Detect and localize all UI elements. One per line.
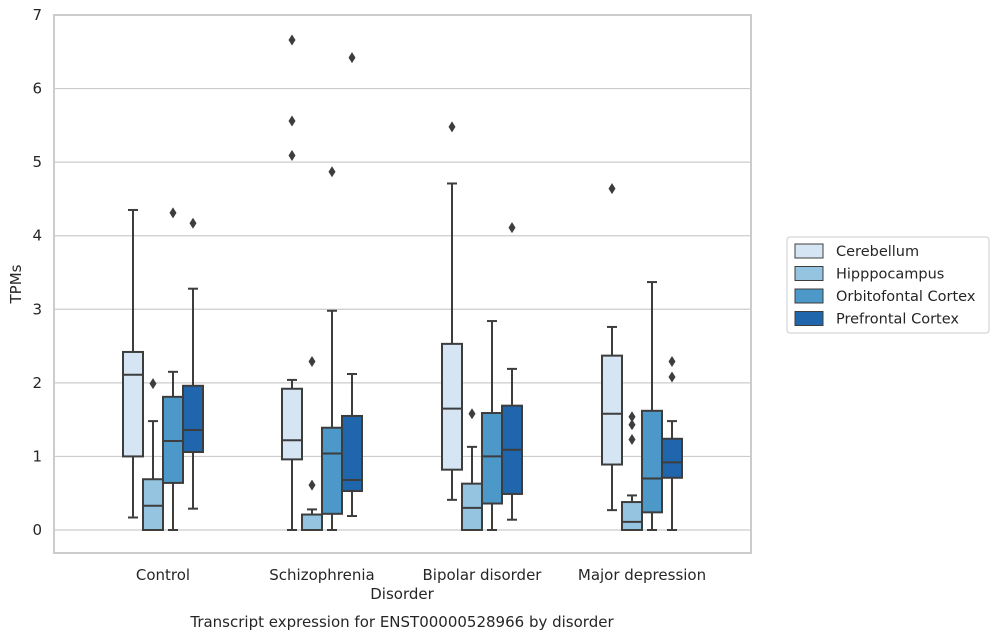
box <box>621 501 643 531</box>
outlier-point <box>149 378 157 390</box>
outlier-point <box>348 52 356 64</box>
outlier-point <box>328 166 336 178</box>
legend-label: Prefrontal Cortex <box>836 312 959 328</box>
y-tick-label: 1 <box>32 447 42 465</box>
series-prefrontal-cortex <box>182 52 683 531</box>
y-axis-ticks: 0 1 2 3 4 5 6 7 <box>32 6 42 539</box>
box-group <box>182 217 204 510</box>
outlier-point <box>288 34 296 46</box>
box <box>162 395 184 484</box>
y-tick-label: 2 <box>32 374 42 392</box>
x-axis-ticks: Control Schizophrenia Bipolar disorder Majo… <box>136 566 706 584</box>
x-axis-label: Disorder <box>370 585 434 603</box>
outlier-point <box>169 207 177 219</box>
y-axis-label: TPMs <box>7 264 25 304</box>
legend-swatch <box>794 311 824 326</box>
box <box>461 482 483 531</box>
outlier-point <box>668 371 676 383</box>
box <box>321 426 343 515</box>
box-group <box>601 183 623 512</box>
box <box>661 437 683 479</box>
outlier-point <box>288 115 296 127</box>
series-cerebellum <box>122 34 623 531</box>
legend-label: Hipppocampus <box>836 267 944 283</box>
box-group <box>162 207 184 531</box>
box-group <box>621 411 643 531</box>
box <box>481 412 503 505</box>
box <box>281 387 303 461</box>
legend-swatch <box>794 243 824 259</box>
box-group <box>142 378 164 532</box>
outlier-point <box>308 356 316 368</box>
y-tick-label: 7 <box>32 6 42 24</box>
outlier-point <box>628 411 636 423</box>
box <box>601 354 623 466</box>
legend-swatch <box>794 288 824 304</box>
chart-caption: Transcript expression for ENST0000052896… <box>189 613 614 631</box>
x-tick-label: Control <box>136 566 190 584</box>
box-group <box>461 408 483 531</box>
box-group <box>441 121 463 501</box>
y-tick-label: 5 <box>32 153 42 171</box>
outlier-point <box>508 222 516 234</box>
box-series <box>122 34 683 532</box>
outlier-point <box>628 419 636 431</box>
box <box>641 409 663 514</box>
box <box>182 384 204 454</box>
x-tick-label: Major depression <box>578 566 706 584</box>
box-group <box>641 281 663 531</box>
box-group <box>281 34 303 531</box>
legend-label: Orbitofontal Cortex <box>836 289 976 305</box>
legend-frame <box>786 236 990 334</box>
box <box>142 478 164 532</box>
x-tick-label: Schizophrenia <box>269 566 374 584</box>
series-orbitofontal-cortex <box>162 166 663 531</box>
y-tick-label: 3 <box>32 300 42 318</box>
outlier-point <box>189 217 197 229</box>
outlier-point <box>668 356 676 368</box>
y-tick-label: 6 <box>32 80 42 98</box>
outlier-point <box>308 479 316 491</box>
outlier-point <box>608 183 616 195</box>
box <box>341 414 363 493</box>
plot-frame <box>53 14 752 554</box>
outlier-point <box>448 121 456 133</box>
outlier-point <box>628 434 636 446</box>
box <box>122 350 144 458</box>
box <box>441 342 463 471</box>
box-group <box>301 356 323 531</box>
legend-swatch <box>794 266 824 281</box>
box-group <box>481 320 503 531</box>
outlier-point <box>288 150 296 162</box>
box-group <box>341 52 363 518</box>
box-group <box>321 166 343 531</box>
legend-label: Cerebellum <box>836 244 919 260</box>
box-group <box>501 222 523 521</box>
box-group <box>661 356 683 531</box>
box-group <box>122 208 144 519</box>
box <box>301 513 323 531</box>
y-tick-label: 0 <box>32 521 42 539</box>
legend: Cerebellum Hipppocampus Orbitofontal Corte… <box>786 236 990 334</box>
series-hipppocampus <box>142 356 643 532</box>
outlier-point <box>468 408 476 420</box>
x-tick-label: Bipolar disorder <box>423 566 543 584</box>
y-tick-label: 4 <box>32 227 42 245</box>
